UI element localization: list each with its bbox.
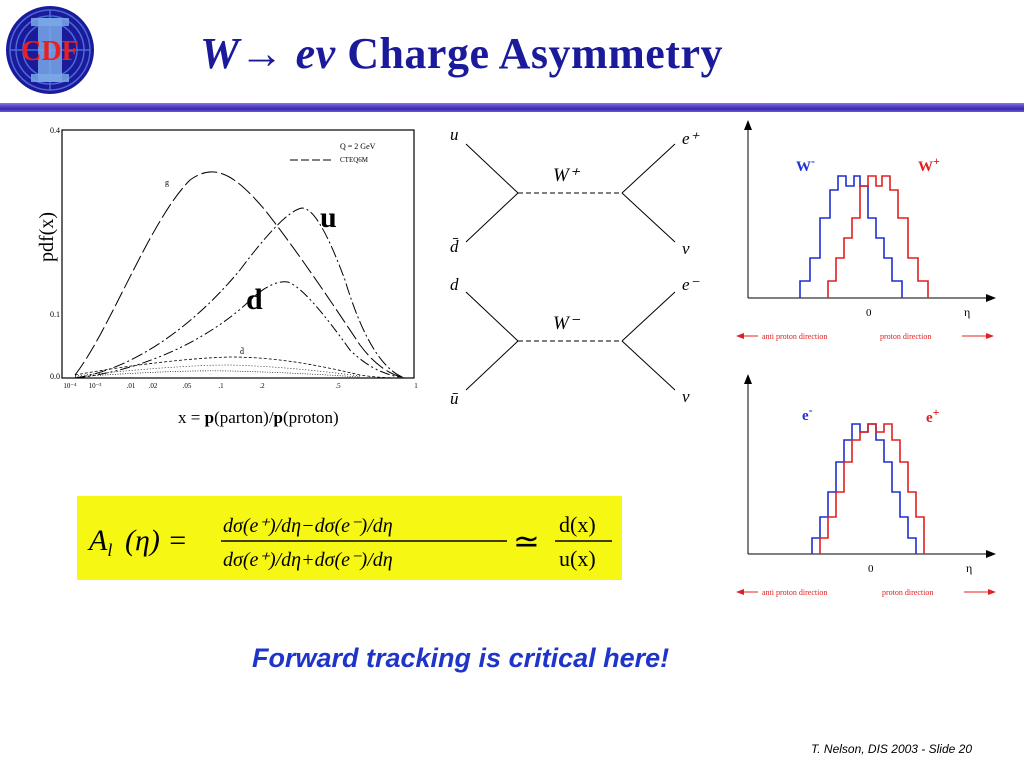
e-minus-sup: -: [809, 403, 813, 417]
anti-proton-direction: anti proton direction: [762, 332, 827, 341]
title-divider: [0, 103, 1024, 112]
y-tick: 0.1: [50, 310, 60, 319]
neutrino: ν: [682, 387, 690, 406]
svg-text:Al: Al: [87, 524, 112, 560]
xlabel-suffix: (proton): [283, 408, 339, 427]
legend-q: Q = 2 GeV: [340, 142, 376, 151]
e-plus-sup: +: [933, 405, 940, 419]
title-w: W: [200, 29, 240, 78]
x-tick: .5: [335, 382, 341, 390]
x-eta: η: [966, 561, 972, 575]
x-tick: .05: [183, 382, 192, 390]
formula-sub-l: l: [107, 540, 112, 560]
formula-ux: u(x): [559, 546, 596, 571]
forward-tracking-note: Forward tracking is critical here!: [252, 643, 670, 673]
x-tick: 10⁻³: [89, 382, 102, 390]
w-minus-sup: -: [811, 154, 815, 168]
e-plus-base: e: [926, 410, 933, 426]
x-zero: 0: [868, 563, 874, 575]
boson-w-minus: W⁻: [553, 313, 581, 334]
proton-direction: proton direction: [882, 588, 933, 597]
x-tick: .2: [259, 382, 265, 390]
formula-approx: ≃: [513, 523, 540, 559]
x-tick: 1: [414, 382, 418, 390]
x-tick: .02: [149, 382, 158, 390]
pdf-plot: 0.4 0.1 0.0 10⁻⁴ 10⁻³ .01 .02 .05 .1 .2 …: [40, 120, 430, 405]
quark-d: d: [450, 275, 459, 294]
x-tick: .1: [218, 382, 224, 390]
y-tick: 0.0: [50, 372, 60, 381]
feynman-w-minus: d ū W⁻ e⁻ ν: [450, 275, 701, 408]
e-minus-base: e: [802, 408, 809, 424]
pdf-ylabel: pdf(x): [36, 212, 58, 262]
plot-frame: [61, 129, 415, 379]
title-text: Charge Asymmetry: [347, 29, 723, 78]
label-g: g: [165, 178, 169, 187]
pdf-xlabel: x = p(parton)/p(proton): [178, 408, 339, 428]
e-eta-histogram: e- e+ 0 η anti proton direction proton d…: [736, 374, 996, 597]
formula-eta: (η) =: [125, 524, 188, 557]
quark-dbar: d̄: [450, 237, 459, 256]
formula-numerator: dσ(e⁺)/dη−dσ(e⁻)/dη: [223, 515, 393, 537]
w-minus-histogram: [799, 175, 903, 298]
label-u: u: [320, 201, 337, 234]
feynman-w-plus: u d̄ W⁺ e⁺ ν: [450, 125, 701, 258]
x-ticks: 10⁻⁴ 10⁻³ .01 .02 .05 .1 .2 .5 1: [63, 382, 418, 390]
w-minus-base: W: [796, 159, 811, 175]
d-curve: [74, 281, 406, 379]
slide-title: W→ eν Charge Asymmetry: [200, 28, 723, 79]
x-eta: η: [964, 305, 970, 319]
e-plus-histogram: [819, 423, 925, 554]
slide-credit: T. Nelson, DIS 2003 - Slide 20: [811, 742, 972, 756]
formula-denominator: dσ(e⁺)/dη+dσ(e⁻)/dη: [223, 549, 393, 571]
asymmetry-formula: Al (η) = dσ(e⁺)/dη−dσ(e⁻)/dη dσ(e⁺)/dη+d…: [87, 512, 612, 571]
xlabel-prefix: x =: [178, 408, 205, 427]
e-plus-label: e+: [926, 405, 940, 426]
gluon-curve: [74, 171, 406, 379]
e-minus-label: e-: [802, 403, 813, 424]
quark-ubar: ū: [450, 389, 459, 408]
xlabel-p2: p: [273, 408, 284, 427]
w-minus-label: W-: [796, 154, 815, 175]
title-nu: ν: [315, 29, 336, 78]
w-plus-label: W+: [918, 154, 940, 175]
x-tick: 10⁻⁴: [63, 382, 77, 390]
formula-a: A: [87, 524, 108, 557]
sea-curve: [74, 370, 361, 378]
lepton-e-plus: e⁺: [682, 129, 701, 148]
anti-proton-direction: anti proton direction: [762, 588, 827, 597]
legend-set: CTEQ6M: [340, 156, 369, 164]
x-tick: .01: [127, 382, 136, 390]
dbar-curve: [74, 356, 406, 379]
logo-text: CDF: [21, 36, 79, 67]
w-plus-histogram: [827, 175, 929, 298]
y-tick: 0.4: [50, 126, 60, 135]
proton-direction: proton direction: [880, 332, 931, 341]
xlabel-mid: (parton)/: [214, 408, 274, 427]
u-curve: [74, 207, 406, 379]
title-e: e: [295, 29, 316, 78]
label-dbar: d̄: [240, 347, 244, 356]
boson-w-plus: W⁺: [553, 165, 581, 186]
neutrino: ν: [682, 239, 690, 258]
w-plus-base: W: [918, 159, 933, 175]
formula-dx: d(x): [559, 512, 596, 537]
x-zero: 0: [866, 307, 872, 319]
title-arrow: →: [239, 29, 285, 78]
feynman-diagrams: u d̄ W⁺ e⁺ ν d ū W⁻ e⁻ ν: [450, 125, 701, 408]
xlabel-p1: p: [204, 408, 215, 427]
cdf-logo: CDF: [6, 6, 94, 94]
quark-u: u: [450, 125, 459, 144]
label-d: d: [246, 283, 263, 316]
w-eta-histogram: W- W+ 0 η anti proton direction proton d…: [736, 120, 996, 341]
asymmetry-formula-box: Al (η) = dσ(e⁺)/dη−dσ(e⁻)/dη dσ(e⁺)/dη+d…: [77, 496, 622, 580]
lepton-e-minus: e⁻: [682, 275, 701, 294]
w-plus-sup: +: [933, 154, 940, 168]
